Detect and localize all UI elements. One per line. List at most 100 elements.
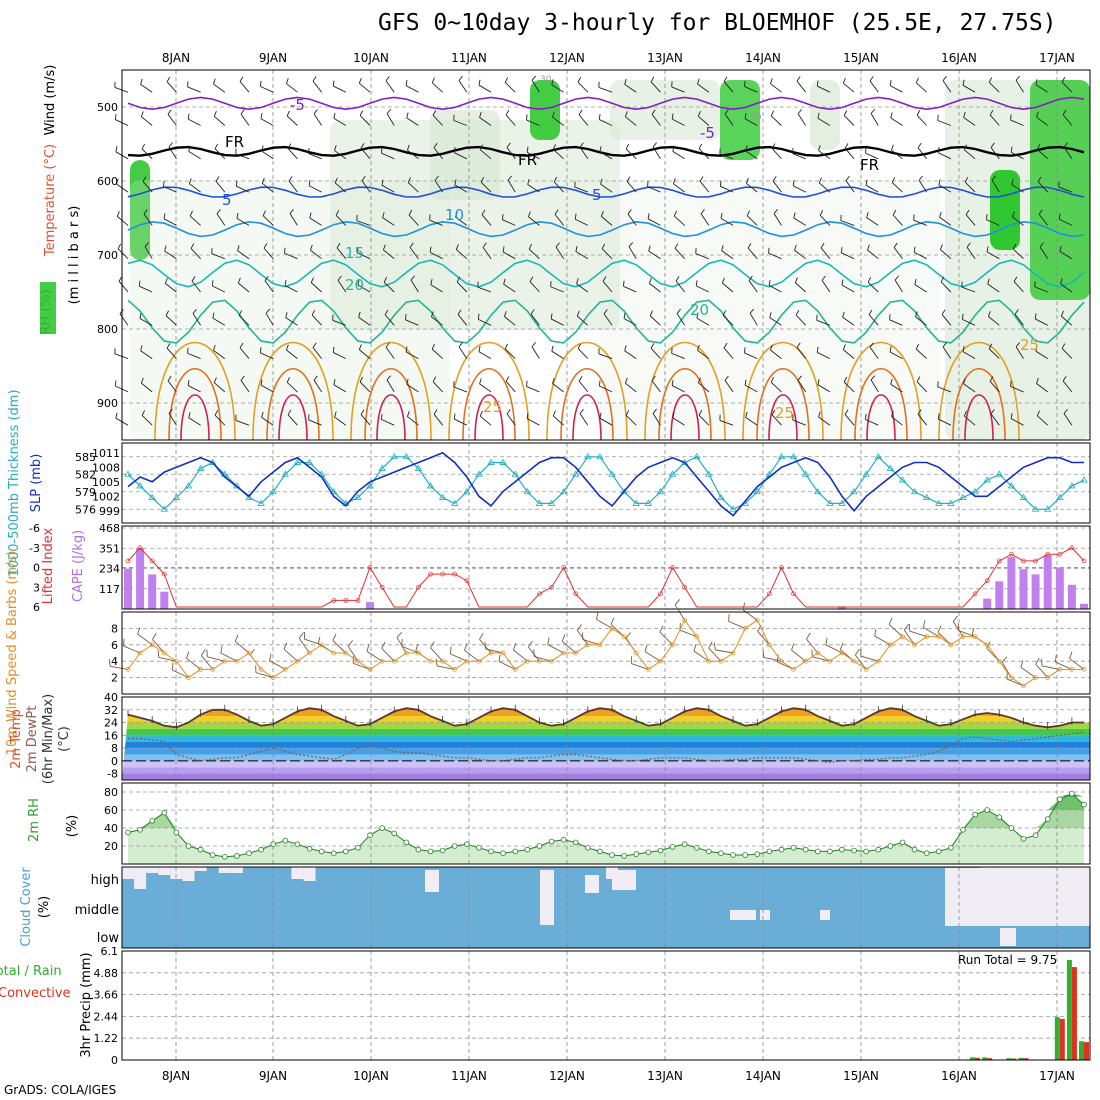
y-tick-label: 351 <box>99 542 120 555</box>
wind-barb <box>192 313 201 326</box>
mid-cloud-block <box>585 875 599 893</box>
wind-barb-flag <box>166 76 171 83</box>
rh-shading <box>610 80 720 140</box>
temp-band <box>122 760 1090 768</box>
wind-barb <box>860 655 879 662</box>
isotherm-warm <box>658 367 712 441</box>
wind-barb <box>579 413 589 426</box>
wind-barb-flag <box>333 379 336 385</box>
wind-barb-flag <box>747 243 752 249</box>
wind-barb-flag <box>317 636 321 644</box>
wind-barb <box>796 80 807 93</box>
wind-barb <box>506 413 516 426</box>
cape-bar <box>160 591 169 609</box>
isotherm-warm <box>474 394 504 441</box>
wind-barb-flag <box>576 624 582 631</box>
wind-barb-flag <box>552 410 556 417</box>
wind-barb <box>455 249 468 260</box>
wind-barb-flag <box>432 110 437 116</box>
wind-speed-point <box>888 642 893 648</box>
wind-barb-flag <box>139 312 142 319</box>
wind-barb <box>757 630 770 646</box>
wind-barb <box>187 352 201 360</box>
wind-barb <box>698 414 710 426</box>
wind-barb <box>964 149 976 160</box>
wind-barb-flag <box>479 378 482 385</box>
wind-barb <box>401 645 419 654</box>
wind-barb <box>792 153 806 160</box>
wind-barb-flag <box>213 344 216 351</box>
wind-barb <box>744 86 758 93</box>
wind-barb-flag <box>382 244 386 251</box>
wind-barb-flag <box>624 345 627 351</box>
wind-barb-flag <box>396 631 403 638</box>
mid-cloud-block <box>540 870 554 925</box>
temp-band <box>122 748 1090 755</box>
thickness-point <box>136 482 144 489</box>
lifted-index-point <box>670 565 675 570</box>
wind-barb <box>697 350 710 359</box>
wind-speed-point <box>524 658 530 664</box>
isotherm-warm <box>462 367 516 441</box>
wind-speed-point <box>1021 683 1026 689</box>
y-tick-label: 2 <box>111 672 118 685</box>
wind-speed-point <box>1069 667 1075 672</box>
wind-barb <box>937 120 952 126</box>
wind-barb-flag <box>1040 658 1043 667</box>
lifted-index-point <box>331 598 337 603</box>
wind-barb-flag <box>966 242 971 248</box>
temp-band <box>122 716 1090 723</box>
wind-barb <box>722 315 734 326</box>
precip-total-bar <box>1006 1058 1012 1060</box>
wind-barb-flag <box>215 176 220 182</box>
wind-barb <box>310 249 322 260</box>
wind-barb-flag <box>744 113 747 119</box>
wind-barb-flag <box>770 78 773 84</box>
wind-barb-flag <box>141 410 145 416</box>
wind-barb <box>189 215 201 226</box>
wind-barb <box>165 283 177 293</box>
wind-barb <box>894 279 903 293</box>
lifted-index-point <box>779 565 784 570</box>
x-tick-label-top: 11JAN <box>451 51 487 65</box>
wind-barb <box>118 280 129 293</box>
wind-barb-flag <box>410 275 415 281</box>
wind-barb <box>505 114 516 126</box>
wind-barb <box>672 417 685 426</box>
wind-barb <box>746 215 758 226</box>
thickness-point <box>1056 493 1064 500</box>
contour-label: 25 <box>1020 336 1039 354</box>
wind-barb <box>744 384 758 393</box>
wind-barb-flag <box>236 212 239 219</box>
wind-barb <box>742 609 758 621</box>
wind-barb <box>386 113 395 126</box>
rh-point <box>814 848 821 855</box>
y-axis-label: (%) <box>65 815 80 838</box>
wind-barb-flag <box>577 76 582 83</box>
panel-frame <box>121 696 1091 781</box>
wind-barb <box>891 416 903 426</box>
wind-barb-flag <box>240 375 245 381</box>
wind-barb <box>889 319 903 326</box>
wind-barb <box>479 383 492 393</box>
wind-barb <box>914 251 927 260</box>
wind-barb-flag <box>817 379 820 385</box>
isotherm-warm <box>952 367 1006 441</box>
wind-barb-flag <box>213 110 217 117</box>
wind-barb-flag <box>579 408 584 414</box>
x-tick-label-top: 12JAN <box>549 51 585 65</box>
wind-barb <box>431 348 443 359</box>
wind-barb-flag <box>1015 342 1021 348</box>
wind-barb-flag <box>336 242 341 249</box>
wind-speed-point <box>512 667 518 672</box>
wind-barb-flag <box>527 211 531 217</box>
high-cloud-block <box>146 867 159 873</box>
panel-frame <box>121 69 1091 441</box>
wind-barb <box>631 663 649 670</box>
y-tick-label: 32 <box>104 704 118 717</box>
wind-barb <box>464 650 480 662</box>
wind-barb <box>262 215 274 226</box>
wind-barb <box>866 217 879 226</box>
wind-barb-flag <box>479 410 483 417</box>
